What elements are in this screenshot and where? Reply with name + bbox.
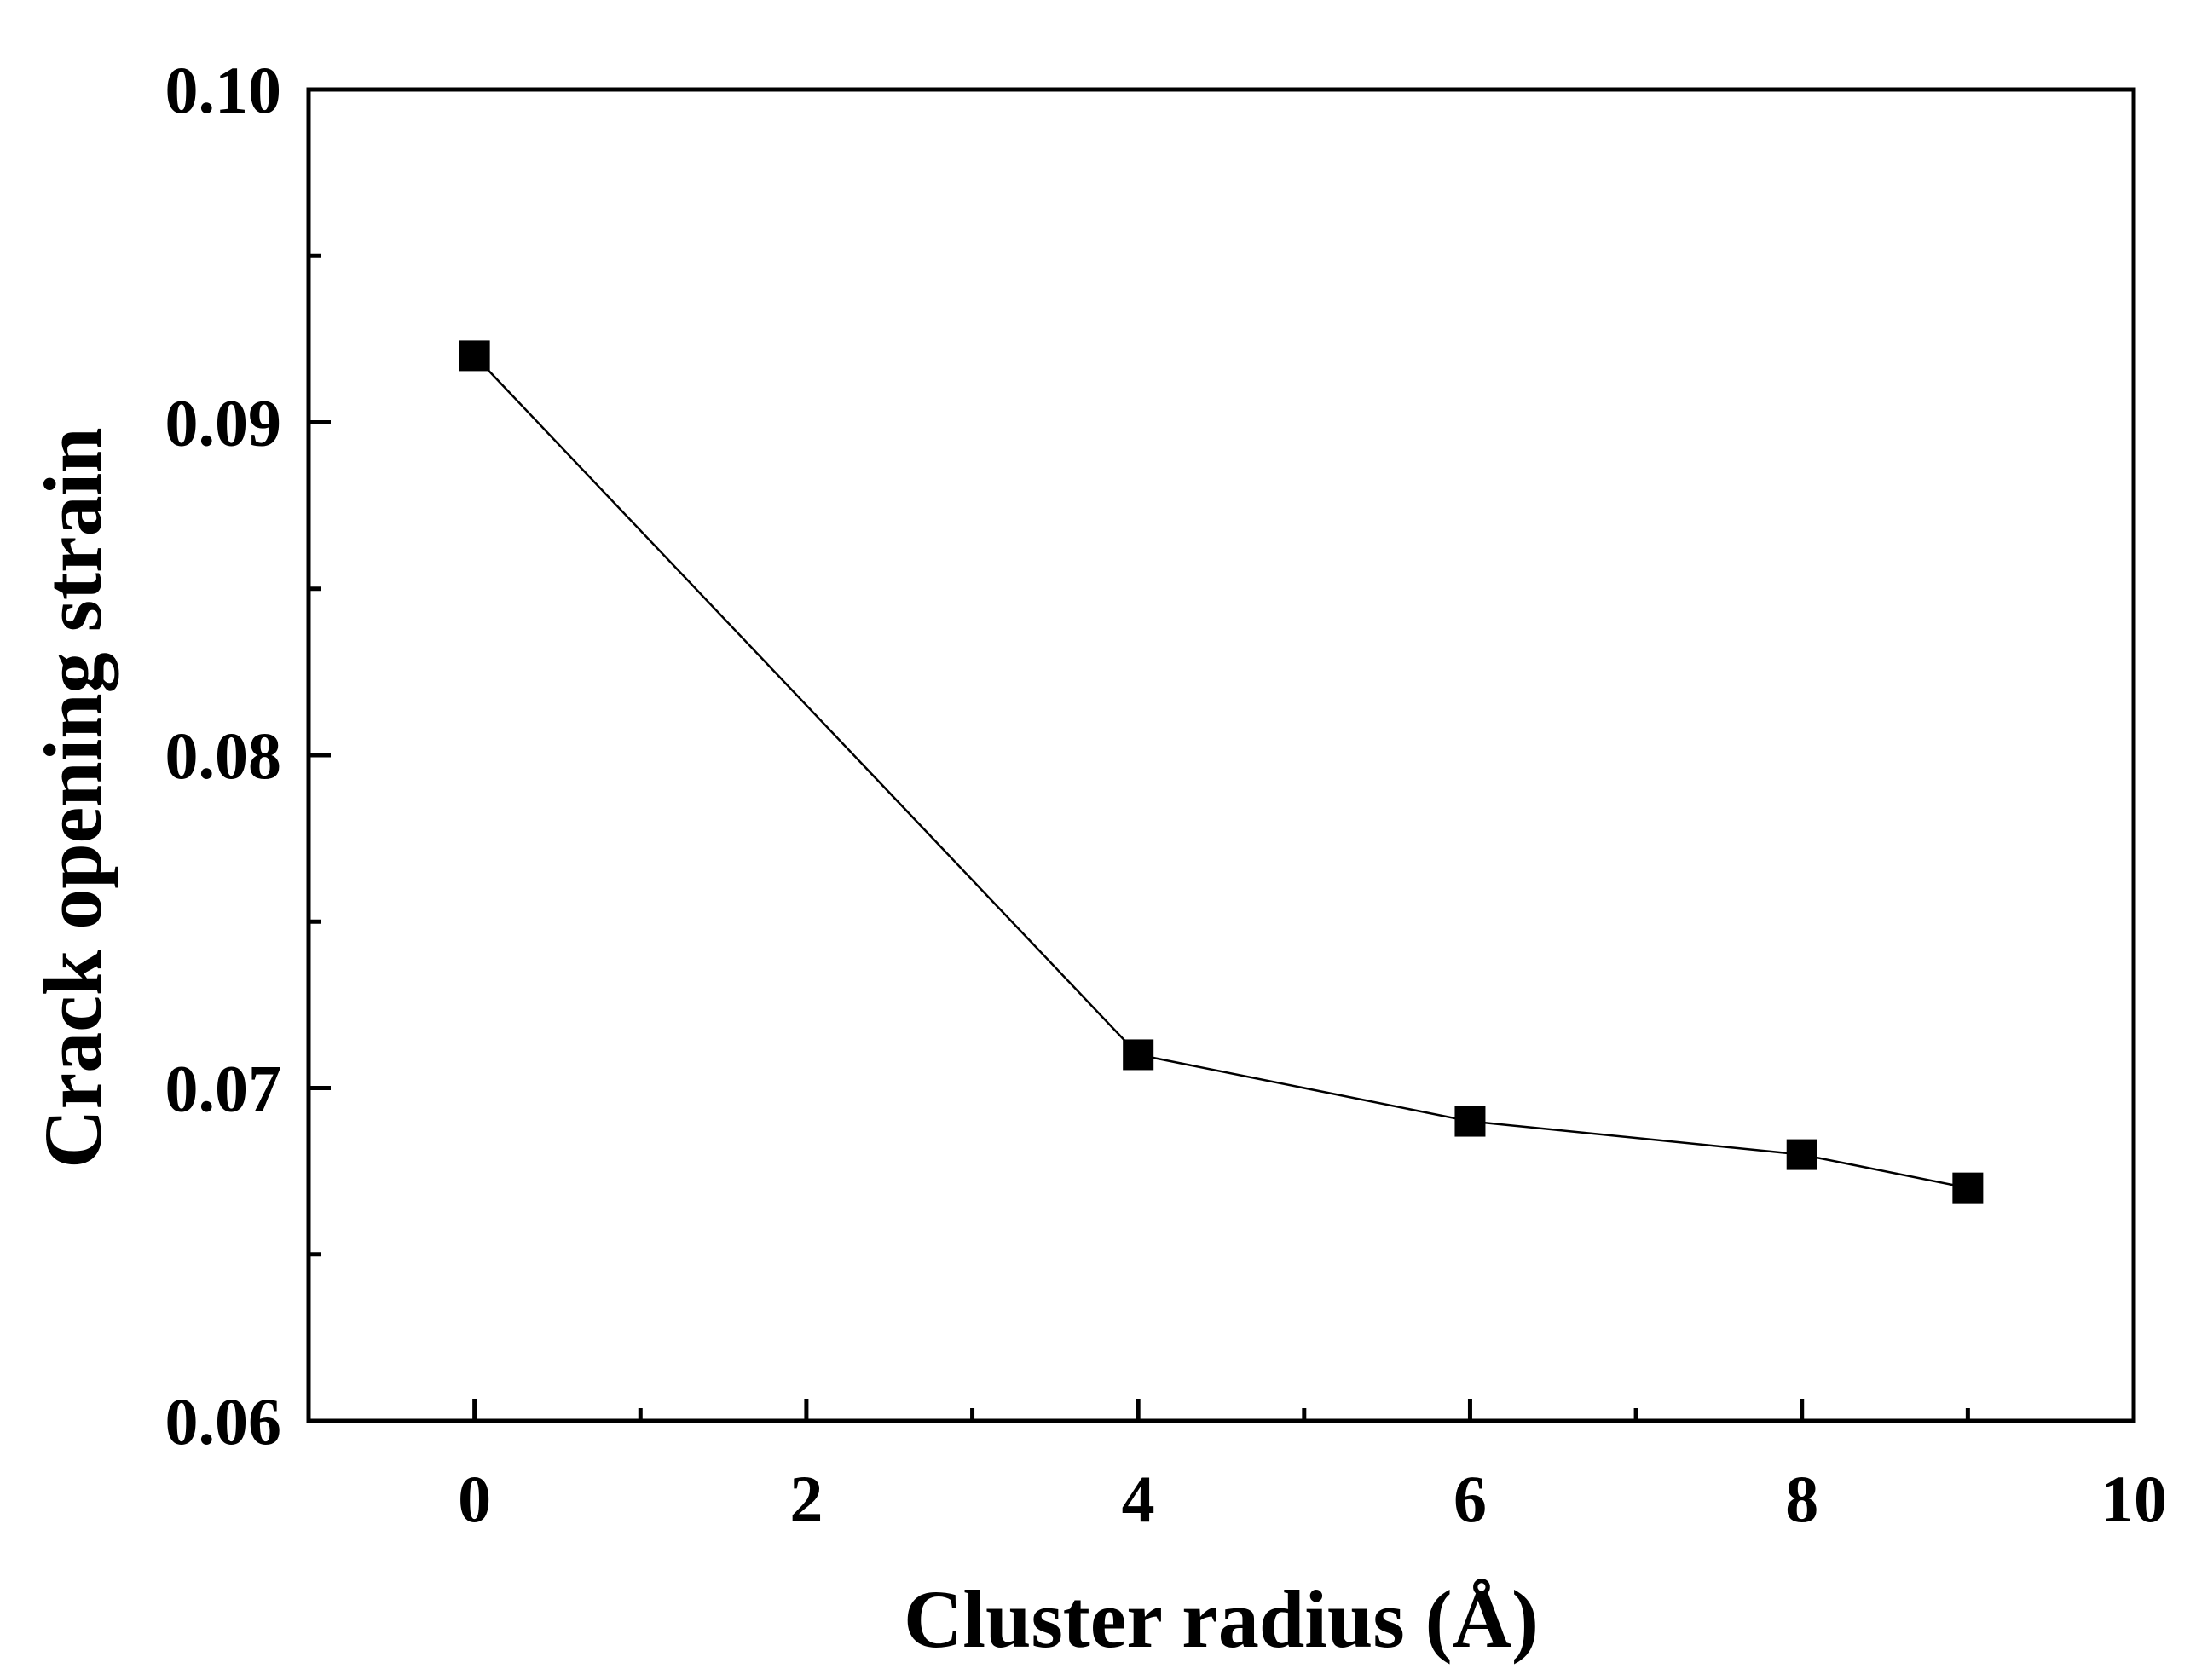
data-point-marker xyxy=(459,340,490,372)
x-tick-label: 10 xyxy=(2101,1462,2167,1536)
data-point-marker xyxy=(1952,1172,1984,1204)
major-ticks xyxy=(309,87,2136,1423)
plot-frame xyxy=(306,87,2136,1423)
x-axis-title: Cluster radius (Å) xyxy=(904,1573,1539,1665)
y-tick-label: 0.10 xyxy=(165,53,282,127)
x-tick-label: 6 xyxy=(1453,1462,1487,1536)
y-tick-label: 0.06 xyxy=(165,1384,282,1458)
y-tick-label: 0.08 xyxy=(165,719,282,793)
y-axis-title: Crack opening strain xyxy=(27,427,118,1168)
data-point-marker xyxy=(1786,1139,1817,1170)
tick-labels: 0 2 4 6 8 10 0.06 0.07 0.08 0.09 0.10 xyxy=(165,53,2168,1536)
y-tick-label: 0.07 xyxy=(165,1052,282,1126)
x-tick-label: 8 xyxy=(1785,1462,1818,1536)
data-point-marker xyxy=(1123,1039,1154,1071)
data-point-marker xyxy=(1454,1106,1486,1137)
x-tick-label: 4 xyxy=(1122,1462,1155,1536)
x-tick-label: 2 xyxy=(789,1462,823,1536)
x-tick-label: 0 xyxy=(458,1462,491,1536)
series-layer xyxy=(459,340,1984,1204)
y-tick-label: 0.09 xyxy=(165,386,282,460)
